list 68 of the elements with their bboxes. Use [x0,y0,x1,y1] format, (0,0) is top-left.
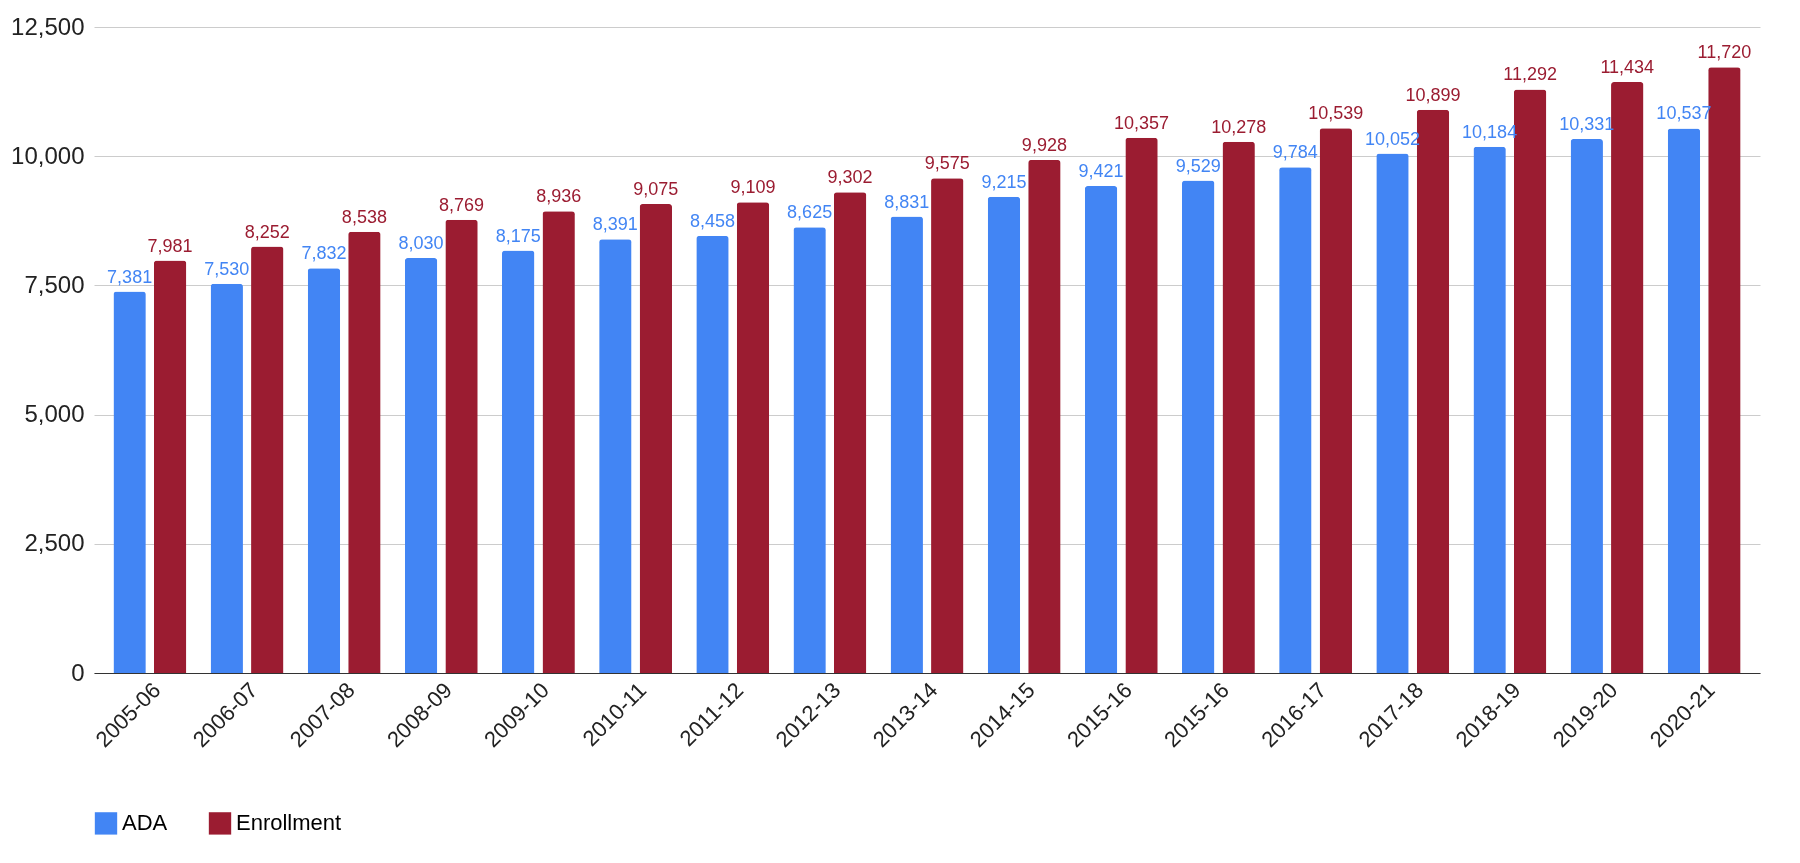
data-label: 7,381 [107,266,153,287]
bar [1222,141,1255,673]
bar [987,196,1021,673]
bar [1376,153,1409,673]
bar [696,235,729,673]
y-tick-label: 2,500 [24,529,85,557]
data-label: 7,981 [147,235,193,256]
y-tick-label: 7,500 [24,270,85,298]
data-label: 11,292 [1503,64,1557,85]
data-label: 10,899 [1405,84,1461,105]
data-label: 8,769 [439,194,485,215]
bar [1125,137,1158,673]
y-tick-label: 12,500 [11,12,85,40]
bar [307,268,341,673]
data-label: 9,784 [1272,142,1318,163]
bar [736,202,770,673]
bar [404,258,438,673]
data-label: 10,539 [1308,103,1364,124]
bar [833,192,867,673]
data-label: 8,831 [884,191,930,212]
data-label: 7,832 [301,243,347,264]
data-label: 9,109 [730,177,776,198]
bar [1667,128,1701,673]
legend-label: Enrollment [236,810,342,836]
bar [1319,128,1352,673]
bar [599,239,632,673]
bar [1028,159,1061,673]
data-label: 11,434 [1600,57,1655,78]
bar [1570,139,1603,673]
data-label: 9,928 [1021,134,1067,155]
data-label: 8,030 [398,233,444,254]
bar [153,260,187,673]
bar [931,178,964,673]
y-tick-label: 5,000 [24,400,85,428]
data-label: 9,302 [827,167,873,188]
bar [793,227,826,673]
data-label: 8,252 [244,221,290,242]
bar [1084,186,1118,673]
data-label: 10,278 [1211,116,1267,137]
legend-label: ADA [122,810,168,836]
bar [210,283,243,673]
bar [502,250,535,673]
data-label: 9,215 [981,171,1027,192]
bar [1182,180,1215,673]
bar [113,291,146,673]
bar [1279,167,1312,673]
bar [890,216,923,673]
data-label: 8,936 [536,186,582,207]
data-label: 8,175 [495,225,541,246]
bar [542,211,575,673]
data-label: 9,075 [633,179,679,199]
data-label: 8,458 [689,210,735,231]
bar [348,231,381,673]
data-label: 11,720 [1697,42,1752,63]
data-label: 9,575 [924,153,970,174]
y-tick-label: 0 [71,658,85,686]
bar [1473,146,1506,673]
data-label: 8,391 [592,214,638,235]
bar [639,204,672,673]
y-tick-label: 10,000 [11,141,85,169]
bar [445,219,478,673]
data-label: 8,538 [341,206,387,227]
data-label: 7,530 [204,258,250,279]
bar [251,246,284,673]
data-label: 10,357 [1113,112,1170,133]
data-label: 8,625 [787,202,833,223]
data-label: 9,529 [1175,155,1221,176]
data-label: 9,421 [1078,161,1124,182]
